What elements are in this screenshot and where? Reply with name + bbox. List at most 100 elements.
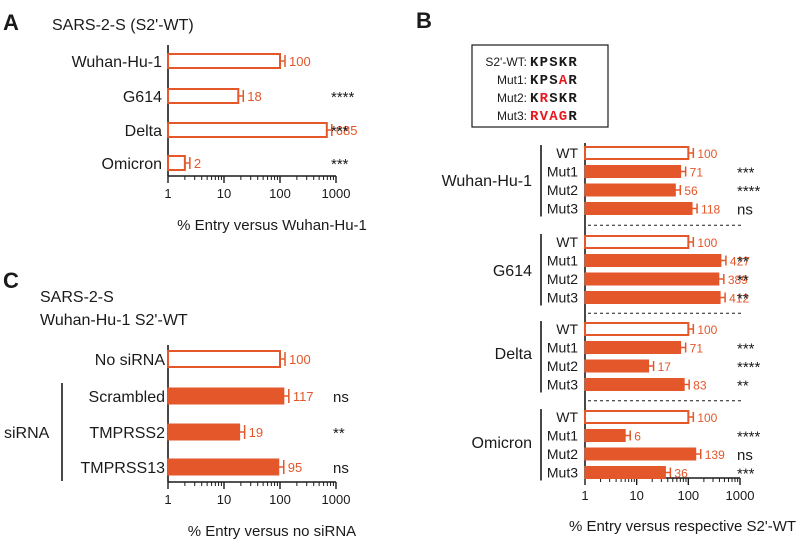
panel-a-wuhan-hu-1-bar — [167, 53, 281, 69]
panel-b-x-axis-label: % Entry versus respective S2'-WT — [569, 518, 796, 535]
panel-c-tmprss2-bar — [167, 423, 241, 441]
panel-b-omicron-wt-value-label: 100 — [697, 411, 717, 425]
panel-b-delta-wt-value-label: 100 — [697, 323, 717, 337]
panel-a-g614-label: G614 — [123, 89, 162, 106]
panel-a-tick-label: 1 — [164, 186, 171, 201]
panel-b-g614-mut1-value-label: 427 — [730, 255, 750, 269]
sequence-residue: G — [559, 109, 567, 125]
panel-a-omicron-value-label: 2 — [194, 156, 201, 171]
panel-letter-b: B — [416, 8, 432, 33]
panel-b-delta-mut3-value-label: 83 — [693, 379, 707, 393]
sequence-legend-box — [471, 44, 609, 128]
panel-letter-c: C — [3, 268, 19, 293]
panel-b-omicron-mut3-bar — [584, 466, 666, 479]
panel-b-delta-mut2-label: Mut2 — [547, 358, 578, 374]
panel-a-tick-label: 100 — [269, 186, 291, 201]
sequence-row-label: Mut1: — [497, 73, 527, 87]
panel-b-wuhan-hu-1-mut3-significance: ns — [737, 202, 753, 219]
panel-b-g614-group-label: G614 — [493, 263, 532, 280]
panel-b-omicron-wt-label: WT — [556, 409, 578, 425]
panel-b-g614-mut3-bar — [584, 291, 721, 304]
panel-b-delta-mut1-value-label: 71 — [690, 342, 704, 356]
sirna-group-label: siRNA — [4, 425, 50, 442]
panel-c-tmprss2-label: TMPRSS2 — [89, 425, 165, 442]
panel-b-tick-label: 1000 — [726, 488, 755, 503]
panel-b-delta-mut3-bar — [584, 378, 685, 391]
sequence-residue: R — [568, 73, 577, 89]
panel-b-omicron-mut1-bar — [584, 429, 626, 442]
panel-b-g614-mut3-value-label: 412 — [729, 292, 749, 306]
panel-a-title: SARS-2-S (S2'-WT) — [52, 17, 194, 34]
panel-c-title-line-1: SARS-2-S — [40, 289, 114, 306]
sequence-residue: R — [530, 109, 539, 125]
panel-a-omicron-label: Omicron — [102, 156, 162, 173]
panel-a-g614-value-label: 18 — [247, 89, 261, 104]
panel-c-tmprss13-label: TMPRSS13 — [81, 460, 166, 477]
panel-b-omicron-mut2-value-label: 139 — [705, 448, 725, 462]
panel-c: SARS-2-S Wuhan-Hu-1 S2'-WT 1 10 100 1000 % E… — [4, 289, 356, 540]
panel-b-wuhan-hu-1-wt-bar — [584, 146, 690, 160]
sequence-residue: R — [540, 91, 549, 107]
panel-a-omicron-significance: *** — [331, 156, 349, 173]
panel-b-tick-label: 100 — [677, 488, 699, 503]
panel-b-g614-wt-label: WT — [556, 234, 578, 250]
panel-b-wuhan-hu-1-mut1-significance: *** — [737, 165, 755, 182]
sequence-residue: R — [568, 91, 577, 107]
panel-a-wuhan-hu-1-label: Wuhan-Hu-1 — [72, 54, 163, 71]
panel-b-wuhan-hu-1-mut3-label: Mut3 — [547, 201, 578, 217]
panel-b-omicron-mut1-value-label: 6 — [634, 430, 641, 444]
panel-letter-a: A — [3, 10, 19, 35]
panel-b-delta-mut1-bar — [584, 341, 682, 354]
panel-c-scrambled-value-label: 117 — [293, 389, 314, 404]
panel-b-wuhan-hu-1-mut3-value-label: 118 — [701, 203, 720, 217]
panel-b-delta-mut3-label: Mut3 — [547, 377, 578, 393]
panel-b-omicron-mut3-label: Mut3 — [547, 465, 578, 481]
panel-c-no-sirna-label: No siRNA — [95, 352, 166, 369]
panel-b-g614-wt-bar — [584, 235, 690, 249]
sequence-residue: A — [549, 109, 558, 125]
sequence-residue: A — [559, 73, 568, 89]
panel-b-g614-mut3-significance: ** — [737, 291, 749, 308]
panel-b-wuhan-hu-1-mut1-bar — [584, 165, 682, 178]
panel-c-scrambled-label: Scrambled — [89, 389, 165, 406]
panel-c-tick-label: 10 — [217, 492, 231, 507]
panel-a-g614-bar — [167, 88, 240, 104]
sequence-residue: S — [549, 73, 557, 89]
sequence-residue: P — [540, 55, 548, 71]
panel-b-g614-mut2-label: Mut2 — [547, 271, 578, 287]
sequence-residue: K — [559, 91, 568, 107]
panel-b-delta-mut2-significance: **** — [737, 359, 761, 376]
panel-c-title-line-2: Wuhan-Hu-1 S2'-WT — [40, 312, 188, 329]
sequence-residue: V — [540, 109, 549, 125]
panel-b-delta-mut2-value-label: 17 — [658, 360, 672, 374]
panel-b-omicron-mut1-significance: **** — [737, 429, 761, 446]
panel-c-scrambled-significance: ns — [333, 389, 349, 406]
panel-a-delta-significance: *** — [331, 123, 349, 140]
panel-b-wuhan-hu-1-mut1-label: Mut1 — [547, 164, 578, 180]
panel-c-tmprss13-value-label: 95 — [288, 460, 302, 475]
panel-a-omicron-bar — [167, 155, 186, 171]
panel-b-wuhan-hu-1-wt-label: WT — [556, 145, 578, 161]
panel-a-x-axis-label: % Entry versus Wuhan-Hu-1 — [177, 217, 367, 234]
panel-b-omicron-mut2-significance: ns — [737, 447, 753, 464]
sequence-residue: K — [559, 55, 568, 71]
panel-b-g614-mut1-bar — [584, 254, 722, 267]
panel-b-wuhan-hu-1-mut2-value-label: 56 — [684, 184, 698, 198]
panel-b-g614-mut3-label: Mut3 — [547, 290, 578, 306]
panel-b-wuhan-hu-1-mut2-significance: **** — [737, 183, 761, 200]
panel-b-g614-mut2-significance: ** — [737, 272, 749, 289]
panel-b-delta-mut3-significance: ** — [737, 378, 749, 395]
panel-b-omicron-group-label: Omicron — [472, 435, 532, 452]
panel-b-wuhan-hu-1-mut2-label: Mut2 — [547, 182, 578, 198]
panel-b-wuhan-hu-1-wt-value-label: 100 — [697, 147, 717, 161]
panel-b-delta-mut2-bar — [584, 359, 650, 373]
panel-c-tmprss2-significance: ** — [333, 425, 345, 442]
panel-c-tmprss2-value-label: 19 — [249, 425, 263, 440]
panel-b-delta-mut1-significance: *** — [737, 341, 755, 358]
sequence-residue: K — [530, 91, 539, 107]
sequence-row-label: Mut2: — [497, 91, 527, 105]
panel-c-tick-label: 1000 — [322, 492, 351, 507]
